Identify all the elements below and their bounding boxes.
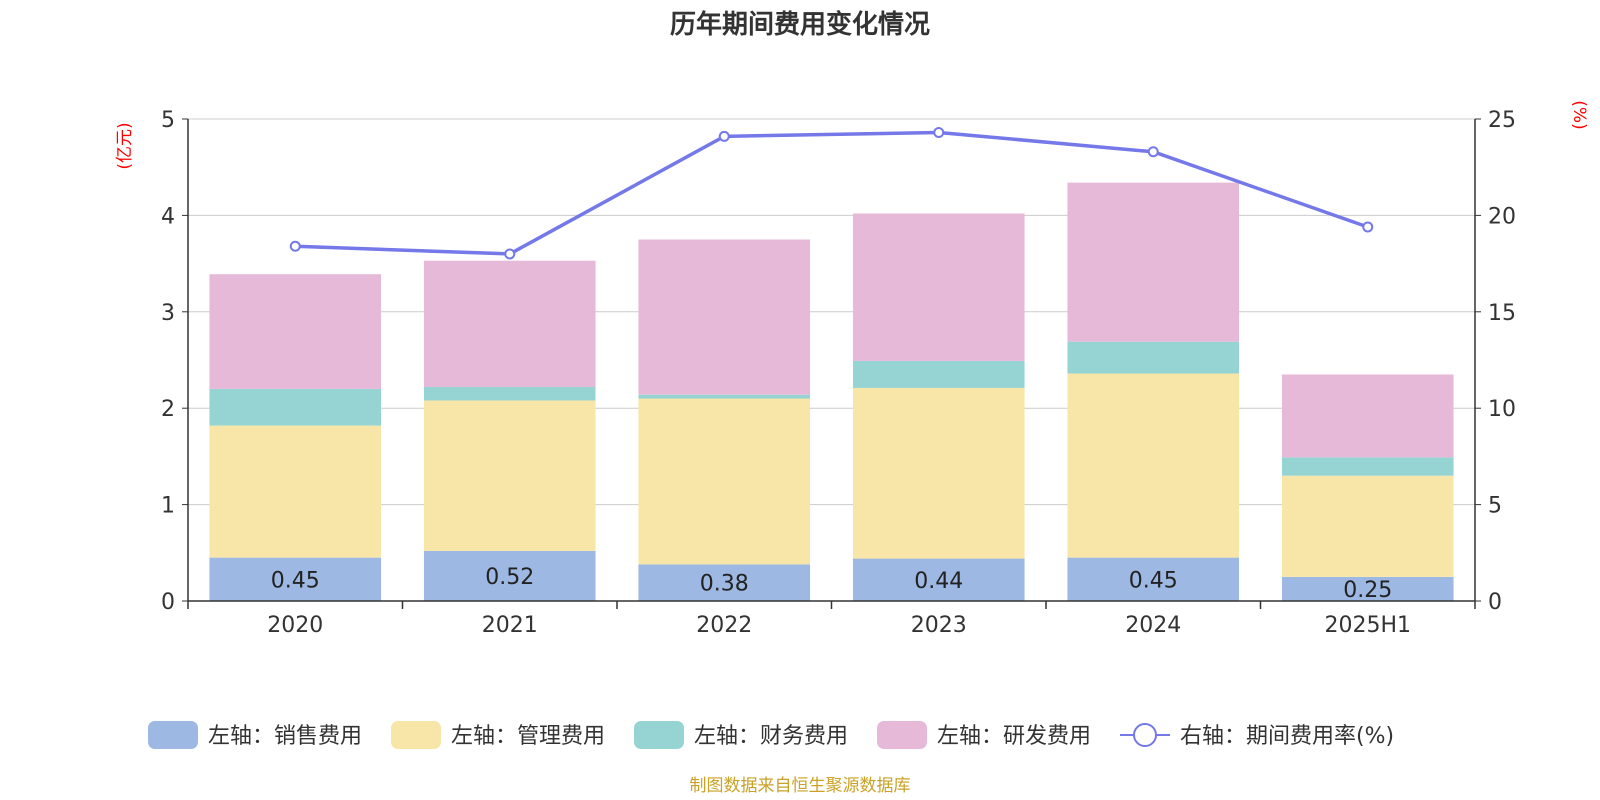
bar-3-2022 (638, 394, 811, 399)
bar-4-2020 (209, 274, 382, 389)
bar-4-2024 (1067, 182, 1240, 342)
bar-3-2021 (423, 386, 596, 401)
bar-1-2020 (209, 557, 382, 601)
data-labels: 0.45 0.52 0.38 0.44 0.45 0.25 (271, 565, 1392, 603)
chart-title: 历年期间费用变化情况 (670, 9, 930, 40)
x-axis-tick-label: 2020 (267, 613, 323, 638)
data-label: 0.44 (914, 569, 963, 594)
rate-point (933, 126, 945, 138)
x-axis-tick-label: 2022 (696, 613, 752, 638)
bar-2-2023 (852, 387, 1025, 559)
right-axis-tick-label: 0 (1488, 590, 1502, 615)
right-axis-tick-label: 20 (1488, 204, 1516, 229)
legend-marker-icon (1133, 723, 1157, 747)
bar-4-2021 (423, 260, 596, 387)
bar-4-2025H1 (1281, 374, 1454, 458)
x-axis-tick-label: 2023 (911, 613, 967, 638)
bar-2-2020 (209, 425, 382, 558)
data-label: 0.25 (1343, 578, 1392, 603)
bar-1-2023 (852, 558, 1025, 601)
left-axis-tick-label: 3 (161, 301, 175, 326)
x-axis-tick-label: 2024 (1125, 613, 1181, 638)
right-axis-tick-label: 10 (1488, 397, 1516, 422)
rate-point (1362, 221, 1374, 233)
line-series (289, 126, 1374, 260)
legend-label: 左轴：财务费用 (694, 724, 848, 749)
axes: 0 1 2 3 4 5 0 5 10 15 20 25 2020 2021 2022 2023 2024 2025… (161, 108, 1516, 638)
bar-3-2020 (209, 388, 382, 426)
legend-item-4[interactable]: 左轴：研发费用 (877, 721, 1091, 749)
legend-label: 右轴：期间费用率(%) (1180, 724, 1394, 749)
bar-4-2022 (638, 239, 811, 395)
bar-1-2024 (1067, 557, 1240, 601)
legend-label: 左轴：销售费用 (208, 724, 362, 749)
bar-2-2025H1 (1281, 475, 1454, 577)
right-axis-tick-label: 5 (1488, 494, 1502, 519)
legend-swatch (877, 721, 927, 749)
left-axis-unit: (亿元) (115, 122, 135, 169)
legend-item-1[interactable]: 左轴：销售费用 (148, 721, 362, 749)
x-axis-tick-label: 2025H1 (1324, 613, 1411, 638)
legend-label: 左轴：管理费用 (451, 724, 605, 749)
left-axis-tick-label: 1 (161, 494, 175, 519)
legend-item-2[interactable]: 左轴：管理费用 (391, 721, 605, 749)
source-note: 制图数据来自恒生聚源数据库 (690, 776, 911, 796)
rate-point (504, 248, 516, 260)
left-axis-tick-label: 5 (161, 108, 175, 133)
legend-swatch (391, 721, 441, 749)
x-axis-tick-label: 2021 (482, 613, 538, 638)
rate-point (289, 240, 301, 252)
bar-3-2025H1 (1281, 457, 1454, 476)
data-label: 0.45 (1129, 568, 1178, 593)
data-label: 0.52 (485, 565, 534, 590)
bar-3-2023 (852, 360, 1025, 388)
right-axis-unit: (%) (1569, 100, 1589, 129)
left-axis-tick-label: 2 (161, 397, 175, 422)
left-axis-tick-label: 4 (161, 204, 175, 229)
data-label: 0.45 (271, 568, 320, 593)
rate-point (1147, 146, 1159, 158)
bar-4-2023 (852, 213, 1025, 361)
bar-1-2022 (638, 564, 811, 601)
bar-2-2022 (638, 398, 811, 565)
bar-series (209, 182, 1454, 601)
legend[interactable]: 左轴：销售费用 左轴：管理费用 左轴：财务费用 左轴：研发费用 右轴：期间费用率(%) (148, 721, 1394, 749)
rate-line (295, 130, 1369, 256)
gridlines (188, 118, 1475, 506)
data-label: 0.38 (700, 572, 749, 597)
rate-point (718, 130, 730, 142)
right-axis-tick-label: 15 (1488, 301, 1516, 326)
legend-item-3[interactable]: 左轴：财务费用 (634, 721, 848, 749)
left-axis-tick-label: 0 (161, 590, 175, 615)
bar-2-2021 (423, 400, 596, 551)
legend-swatch (634, 721, 684, 749)
bar-3-2024 (1067, 341, 1240, 374)
bar-1-2021 (423, 550, 596, 601)
legend-swatch (148, 721, 198, 749)
right-axis-tick-label: 25 (1488, 108, 1516, 133)
legend-item-5[interactable]: 右轴：期间费用率(%) (1120, 723, 1394, 749)
bar-2-2024 (1067, 373, 1240, 558)
legend-label: 左轴：研发费用 (937, 724, 1091, 749)
bar-1-2025H1 (1281, 576, 1454, 601)
